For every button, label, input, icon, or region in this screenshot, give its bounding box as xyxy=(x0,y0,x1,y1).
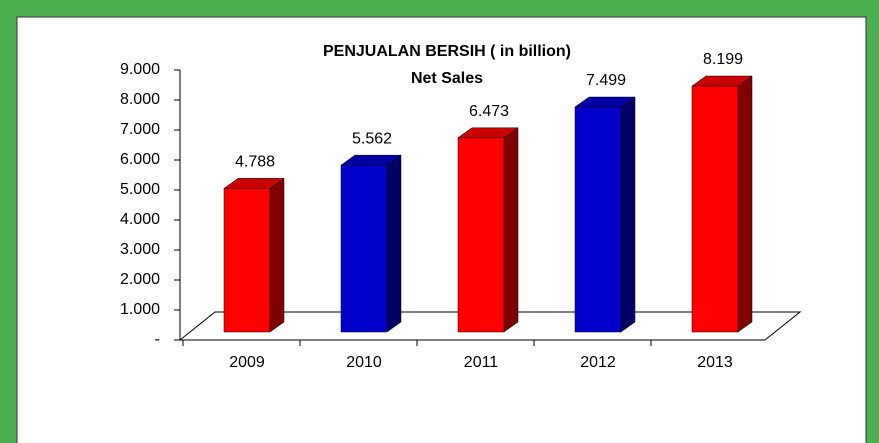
y-tick-label: 4.000 xyxy=(120,211,160,228)
data-label: 4.788 xyxy=(235,154,275,171)
bar xyxy=(340,164,388,333)
x-tick-label: 2012 xyxy=(580,354,616,371)
bar xyxy=(223,188,271,333)
y-tick-label: 2.000 xyxy=(120,271,160,288)
data-label: 7.499 xyxy=(586,72,626,89)
y-tick-label: 5.000 xyxy=(120,181,160,198)
y-tick-label: 3.000 xyxy=(120,241,160,258)
bar-side xyxy=(386,154,402,333)
data-label: 6.473 xyxy=(469,103,509,120)
bar xyxy=(574,106,622,333)
bar-side xyxy=(269,177,285,333)
data-label: 8.199 xyxy=(703,51,743,68)
bar-side xyxy=(503,127,519,333)
y-tick-label: 7.000 xyxy=(120,121,160,138)
bar xyxy=(691,85,739,333)
x-tick-label: 2010 xyxy=(346,354,382,371)
y-tick-label: 8.000 xyxy=(120,91,160,108)
y-tick-label: - xyxy=(155,331,160,348)
y-tick-label: 9.000 xyxy=(120,61,160,78)
x-tick-label: 2009 xyxy=(229,354,265,371)
y-tick-label: 1.000 xyxy=(120,301,160,318)
x-tick-label: 2011 xyxy=(464,354,499,371)
bar-side xyxy=(620,96,636,333)
bar xyxy=(457,137,505,333)
data-label: 5.562 xyxy=(352,130,392,147)
bar-side xyxy=(737,75,753,333)
x-tick-label: 2013 xyxy=(697,354,733,371)
chart-subtitle: Net Sales xyxy=(411,70,483,87)
y-tick-label: 6.000 xyxy=(120,151,160,168)
chart-title: PENJUALAN BERSIH ( in billion) xyxy=(323,43,571,60)
